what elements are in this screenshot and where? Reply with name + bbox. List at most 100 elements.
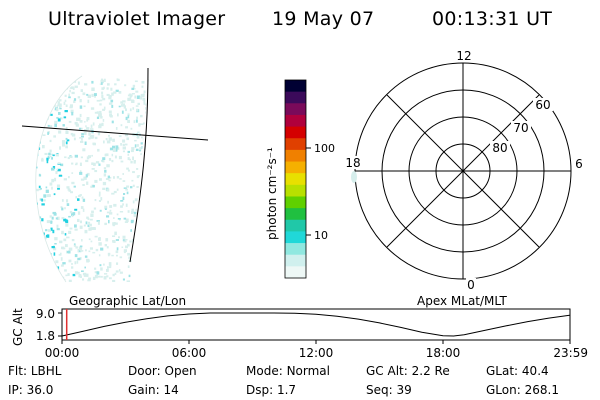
- image-pixel: [138, 266, 143, 270]
- image-pixel: [65, 244, 68, 248]
- image-pixel: [39, 198, 43, 201]
- image-pixel: [122, 239, 126, 242]
- image-pixel: [26, 207, 28, 209]
- colorbar-segment: [285, 114, 306, 128]
- image-pixel: [57, 103, 61, 107]
- mlt-label-0: 0: [467, 278, 475, 292]
- image-pixel: [101, 91, 104, 95]
- image-pixel: [102, 181, 107, 186]
- info-seq: Seq: 39: [366, 383, 412, 397]
- image-pixel: [77, 257, 81, 261]
- image-pixel: [79, 99, 82, 103]
- image-pixel: [111, 254, 114, 257]
- image-pixel: [39, 257, 42, 261]
- image-pixel: [139, 147, 142, 150]
- image-pixel: [99, 178, 102, 181]
- image-pixel: [83, 105, 86, 108]
- image-pixel: [98, 275, 101, 278]
- geographic-image: [25, 66, 150, 282]
- image-pixel: [143, 210, 147, 214]
- image-pixel: [52, 229, 55, 234]
- image-pixel: [142, 238, 145, 240]
- image-pixel: [75, 162, 78, 165]
- image-pixel: [48, 84, 52, 88]
- image-pixel: [48, 272, 51, 275]
- image-pixel: [79, 257, 82, 260]
- image-pixel: [63, 178, 67, 181]
- image-pixel: [120, 200, 124, 202]
- image-pixel: [32, 254, 34, 256]
- image-pixel: [114, 231, 117, 236]
- image-pixel: [89, 135, 92, 138]
- image-pixel: [65, 145, 68, 149]
- image-pixel: [131, 100, 135, 103]
- image-pixel: [47, 155, 50, 159]
- image-pixel: [132, 156, 134, 160]
- image-pixel: [85, 159, 89, 163]
- image-pixel: [81, 270, 84, 272]
- image-pixel: [122, 103, 125, 107]
- image-pixel: [100, 247, 104, 251]
- image-pixel: [125, 188, 128, 191]
- image-pixel: [46, 262, 50, 265]
- image-pixel: [39, 116, 42, 120]
- image-pixel: [98, 125, 102, 129]
- image-pixel: [46, 157, 49, 161]
- image-pixel: [138, 123, 141, 127]
- image-pixel: [83, 224, 86, 227]
- image-pixel: [120, 160, 124, 163]
- image-pixel: [35, 105, 37, 109]
- image-pixel: [46, 160, 49, 164]
- image-pixel: [79, 225, 83, 229]
- image-pixel: [87, 94, 91, 98]
- image-pixel: [142, 187, 144, 191]
- image-pixel: [94, 271, 99, 274]
- image-pixel: [99, 99, 103, 102]
- image-pixel: [32, 222, 34, 225]
- image-pixel: [127, 115, 130, 119]
- image-pixel: [90, 213, 94, 217]
- image-pixel: [25, 174, 27, 177]
- image-pixel: [37, 274, 40, 277]
- image-pixel: [68, 189, 72, 192]
- image-pixel: [92, 276, 96, 280]
- image-pixel: [57, 118, 61, 122]
- image-pixel: [113, 91, 117, 94]
- image-pixel: [55, 170, 58, 175]
- image-pixel: [77, 211, 81, 215]
- image-pixel: [115, 270, 119, 273]
- image-pixel: [41, 198, 43, 202]
- image-pixel: [132, 93, 135, 95]
- image-pixel: [91, 210, 94, 214]
- image-pixel: [124, 221, 129, 223]
- image-pixel: [113, 203, 117, 207]
- image-pixel: [33, 156, 35, 158]
- image-pixel: [25, 211, 27, 213]
- image-pixel: [126, 137, 129, 141]
- image-pixel: [86, 273, 89, 277]
- image-pixel: [57, 81, 60, 84]
- image-pixel: [33, 80, 35, 82]
- image-pixel: [148, 267, 150, 270]
- image-pixel: [28, 134, 31, 137]
- image-pixel: [33, 95, 35, 98]
- image-pixel: [142, 199, 146, 203]
- image-pixel: [109, 147, 113, 151]
- image-pixel: [103, 263, 105, 266]
- image-pixel: [105, 178, 110, 180]
- image-pixel: [71, 111, 74, 116]
- image-pixel: [55, 85, 58, 88]
- image-pixel: [133, 211, 137, 214]
- image-pixel: [35, 143, 39, 146]
- image-pixel: [149, 234, 150, 237]
- image-pixel: [132, 107, 135, 110]
- image-pixel: [125, 126, 128, 129]
- image-pixel: [140, 210, 144, 213]
- image-pixel: [148, 94, 150, 97]
- image-pixel: [115, 145, 119, 149]
- image-pixel: [137, 249, 139, 251]
- image-pixel: [109, 115, 113, 118]
- image-pixel: [91, 93, 94, 97]
- image-pixel: [58, 254, 62, 256]
